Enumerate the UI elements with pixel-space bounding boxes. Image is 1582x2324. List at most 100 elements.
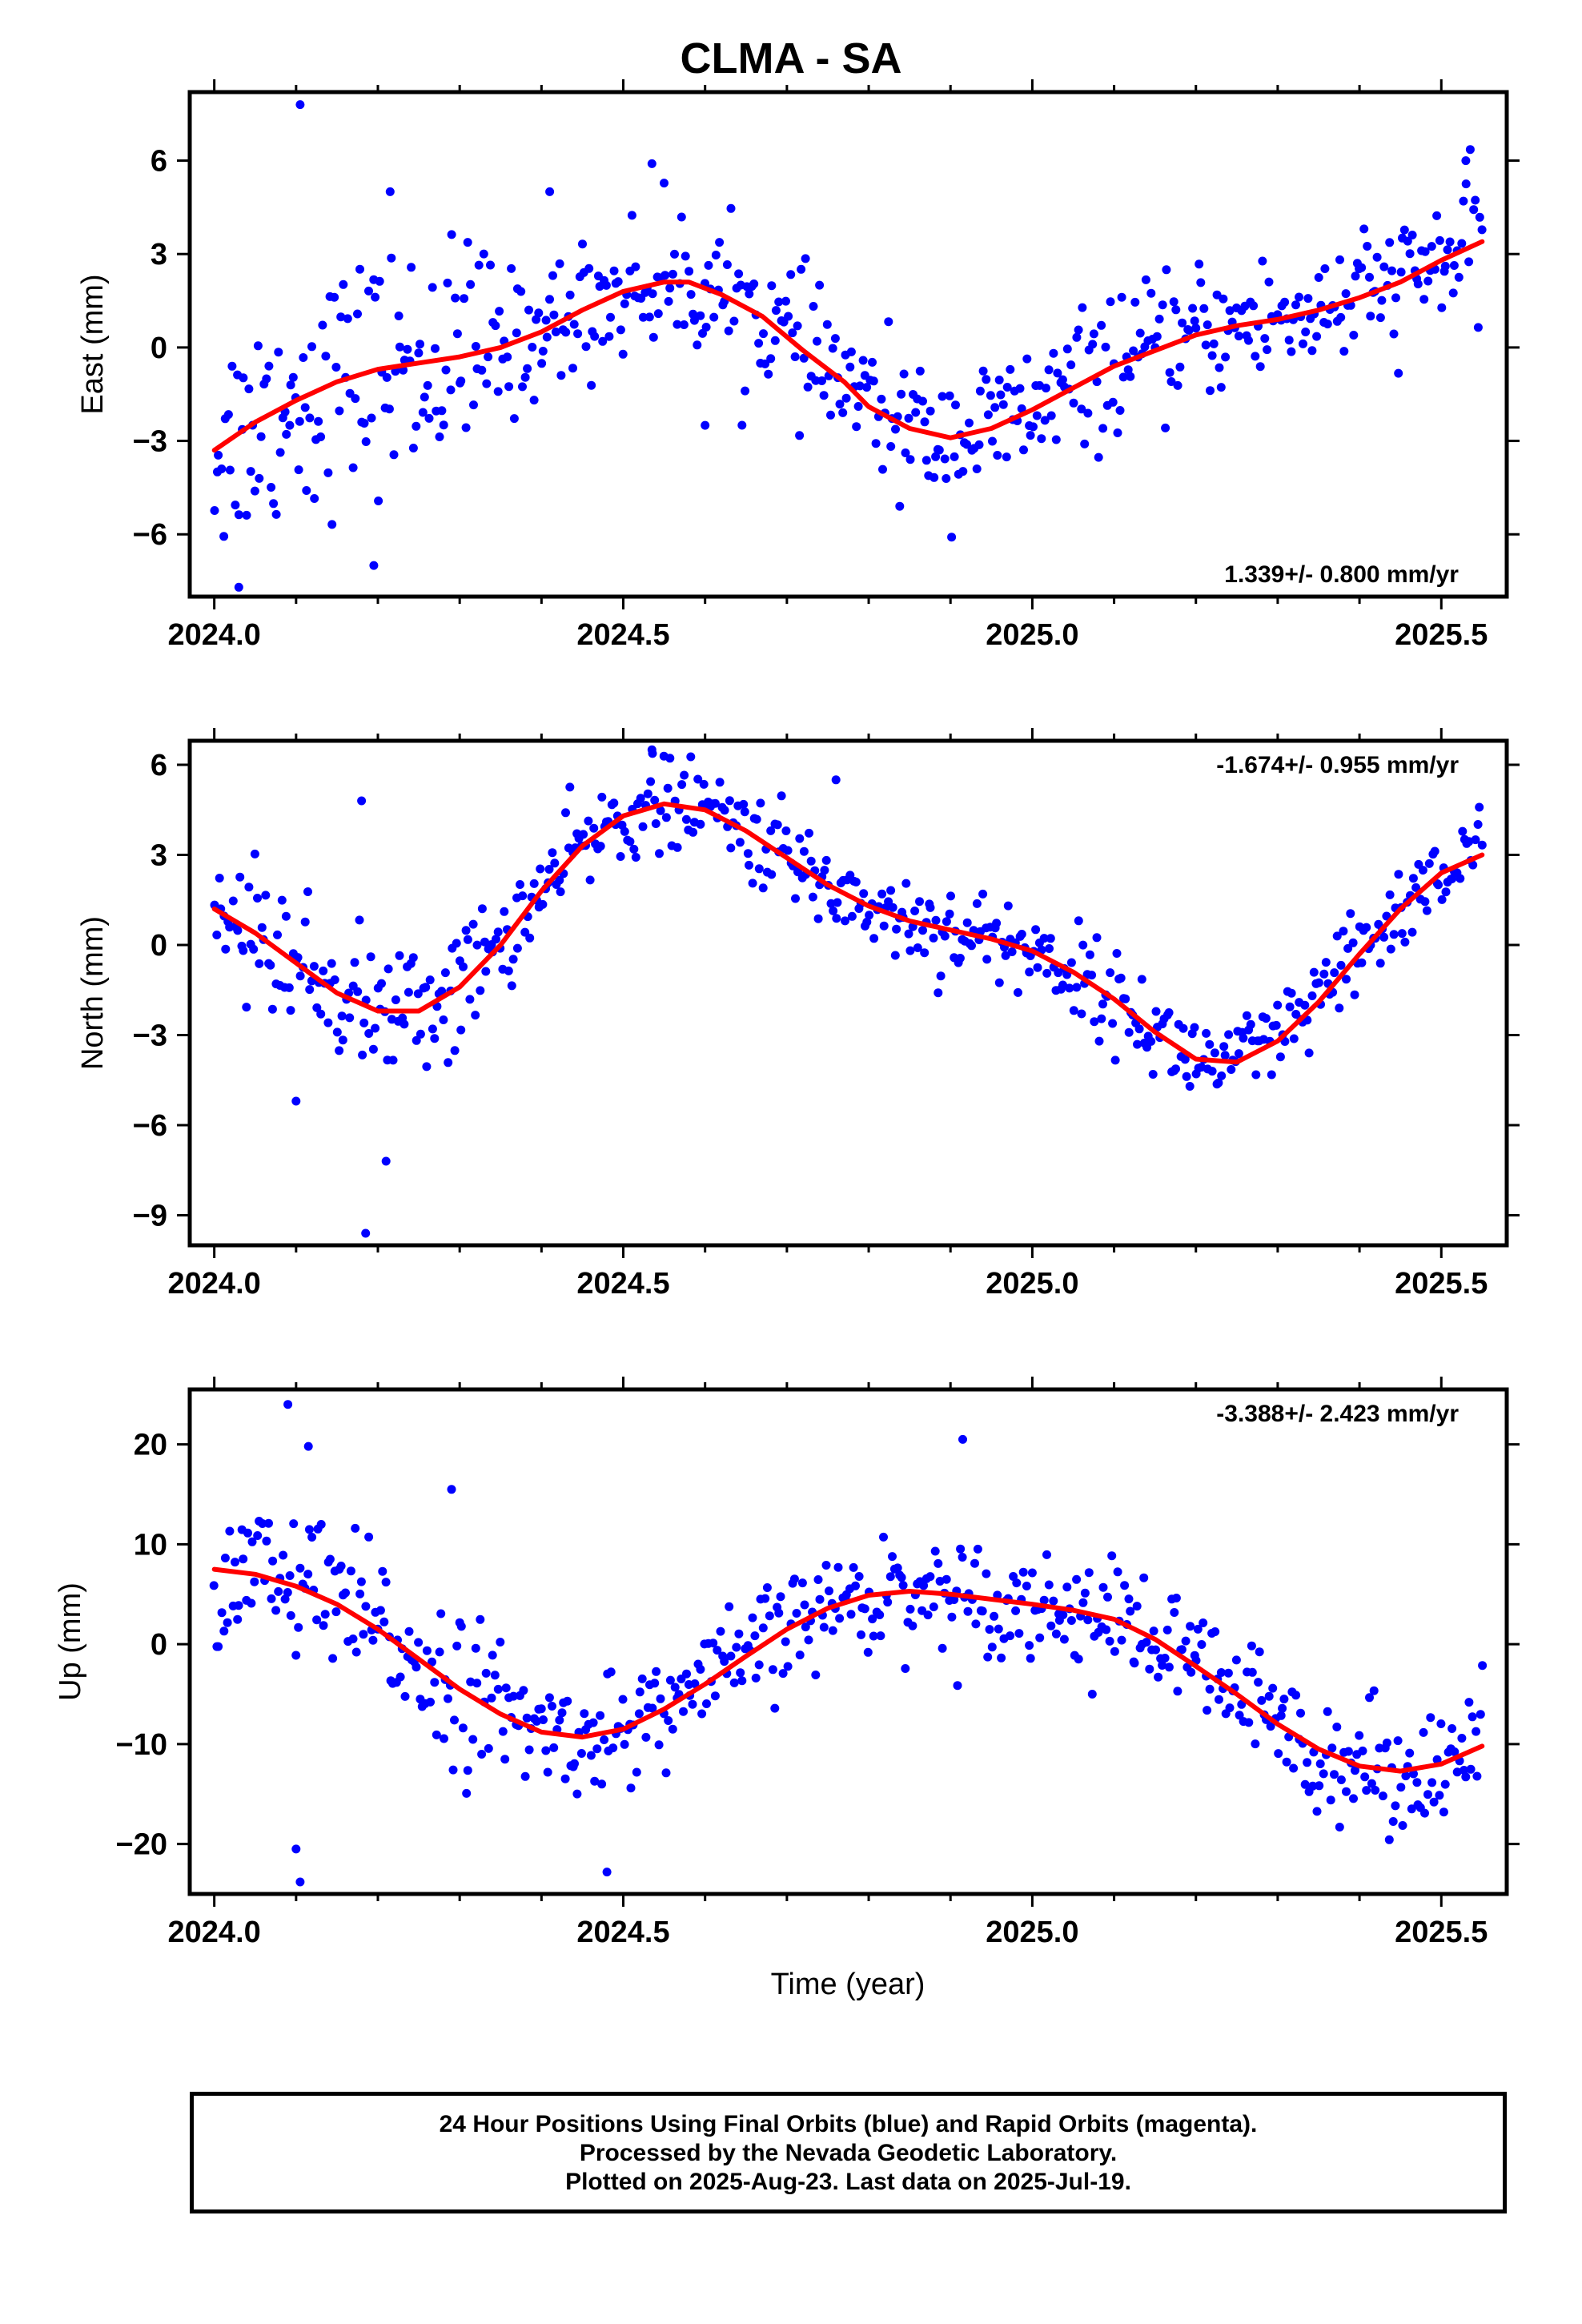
data-point xyxy=(1032,411,1042,420)
data-point xyxy=(452,329,462,339)
data-point xyxy=(869,376,878,386)
data-point xyxy=(264,361,274,371)
data-point xyxy=(1141,275,1150,284)
data-point xyxy=(958,1553,967,1562)
data-point xyxy=(1225,1703,1235,1713)
data-point xyxy=(1386,944,1395,954)
data-point xyxy=(661,813,671,822)
data-point xyxy=(1205,1684,1215,1694)
data-point xyxy=(930,472,939,482)
data-point xyxy=(1371,1786,1380,1795)
data-point xyxy=(982,955,992,964)
data-point xyxy=(1471,835,1480,845)
data-point xyxy=(877,889,887,899)
data-point xyxy=(963,1606,973,1616)
data-point xyxy=(930,1546,940,1556)
data-point xyxy=(1094,452,1103,462)
data-point xyxy=(983,410,993,420)
data-point xyxy=(774,1608,784,1618)
data-point xyxy=(729,316,739,326)
data-point xyxy=(1072,1574,1082,1584)
data-point xyxy=(668,1724,677,1734)
data-point xyxy=(1443,245,1452,255)
data-point xyxy=(1320,264,1330,273)
data-point xyxy=(525,933,535,943)
data-point xyxy=(1420,897,1430,907)
x-tick-label: 2025.5 xyxy=(1395,1267,1488,1301)
data-point xyxy=(1139,1573,1149,1582)
data-point xyxy=(629,844,639,854)
data-point xyxy=(1166,377,1176,386)
data-point xyxy=(291,1651,301,1660)
data-point xyxy=(375,1606,385,1615)
data-point xyxy=(905,455,915,464)
data-point xyxy=(1387,266,1396,275)
data-point xyxy=(1051,435,1061,444)
data-point xyxy=(813,914,823,923)
data-point xyxy=(477,1750,487,1759)
data-point xyxy=(279,1550,288,1560)
data-point xyxy=(217,464,227,473)
data-point xyxy=(286,1610,295,1620)
data-point xyxy=(444,1058,453,1068)
data-point xyxy=(1454,272,1464,282)
data-point xyxy=(1207,1067,1217,1076)
data-point xyxy=(1062,1582,1072,1592)
data-point xyxy=(1315,1759,1325,1768)
data-point xyxy=(210,506,219,515)
data-point xyxy=(1170,1608,1179,1617)
data-point xyxy=(656,806,665,815)
data-point xyxy=(1251,1070,1261,1080)
data-point xyxy=(1291,300,1300,310)
data-point xyxy=(420,392,429,402)
data-point xyxy=(972,899,982,908)
data-point xyxy=(524,305,533,315)
data-point xyxy=(1223,1668,1233,1678)
data-point xyxy=(1266,1722,1275,1731)
data-point xyxy=(1113,428,1122,437)
data-point xyxy=(953,1681,962,1691)
data-point xyxy=(323,468,333,477)
data-point xyxy=(1336,1775,1346,1784)
data-point xyxy=(832,914,841,923)
data-point xyxy=(1188,304,1198,313)
data-point xyxy=(1476,1710,1485,1719)
data-point xyxy=(1151,1007,1161,1016)
data-point xyxy=(1339,927,1348,936)
data-point xyxy=(665,1675,675,1685)
data-point xyxy=(1164,1008,1174,1017)
data-point xyxy=(803,382,813,392)
data-point xyxy=(468,919,478,929)
data-point xyxy=(548,848,557,858)
data-point xyxy=(1362,923,1371,932)
data-point xyxy=(556,887,565,897)
data-point xyxy=(1160,1654,1170,1663)
data-point xyxy=(940,931,950,941)
data-point xyxy=(911,408,921,417)
data-point xyxy=(456,1025,466,1035)
data-point xyxy=(720,1657,729,1667)
data-point xyxy=(726,843,736,853)
data-point xyxy=(1357,958,1367,967)
data-point xyxy=(673,320,682,329)
data-point xyxy=(1411,883,1421,892)
data-point xyxy=(1011,1606,1021,1615)
data-point xyxy=(590,332,600,341)
data-point xyxy=(926,1572,935,1582)
data-point xyxy=(1202,1028,1211,1038)
data-point xyxy=(745,860,753,870)
data-point xyxy=(1469,205,1479,215)
data-point xyxy=(743,849,753,858)
data-point xyxy=(858,356,868,365)
data-point xyxy=(519,1686,528,1695)
data-point xyxy=(638,312,648,322)
data-point xyxy=(557,1708,567,1718)
data-point xyxy=(1201,340,1211,350)
data-point xyxy=(709,1638,718,1648)
data-point xyxy=(1461,179,1471,189)
data-point xyxy=(904,929,913,939)
data-point xyxy=(234,510,243,520)
data-point xyxy=(778,1669,788,1679)
data-point xyxy=(1464,257,1474,267)
